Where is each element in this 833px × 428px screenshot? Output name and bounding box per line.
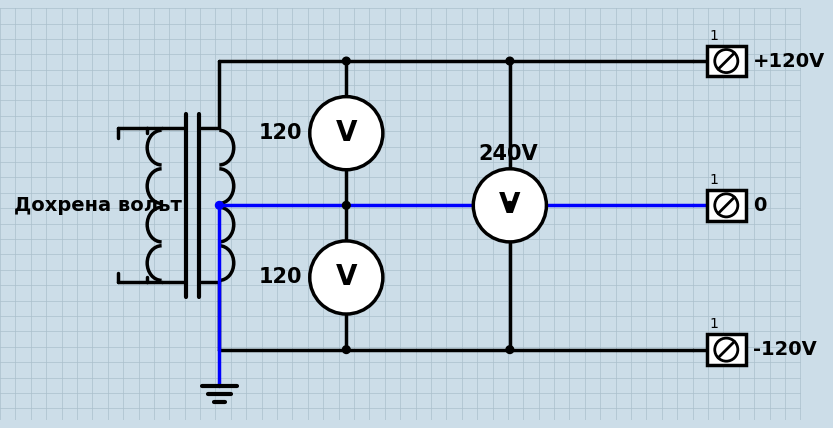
- Text: V: V: [336, 119, 357, 147]
- Text: +120V: +120V: [753, 51, 826, 71]
- Circle shape: [506, 346, 514, 354]
- Circle shape: [473, 169, 546, 242]
- Text: 240V: 240V: [478, 144, 538, 164]
- Circle shape: [342, 202, 350, 209]
- Text: 1: 1: [709, 173, 718, 187]
- Circle shape: [506, 57, 514, 65]
- Text: -120V: -120V: [753, 340, 817, 359]
- Circle shape: [216, 202, 223, 209]
- Text: 0: 0: [753, 196, 766, 215]
- Text: Дохрена вольт: Дохрена вольт: [14, 196, 182, 215]
- Circle shape: [506, 202, 514, 209]
- Bar: [707, 190, 746, 221]
- Circle shape: [310, 241, 383, 314]
- Circle shape: [310, 97, 383, 170]
- Text: 1: 1: [709, 318, 718, 331]
- Bar: [707, 46, 746, 77]
- Text: 120: 120: [258, 268, 302, 288]
- Text: 120: 120: [258, 123, 302, 143]
- Circle shape: [342, 57, 350, 65]
- Text: V: V: [336, 264, 357, 291]
- Circle shape: [342, 346, 350, 354]
- Text: 1: 1: [709, 29, 718, 43]
- Bar: [707, 334, 746, 365]
- Text: V: V: [499, 191, 521, 219]
